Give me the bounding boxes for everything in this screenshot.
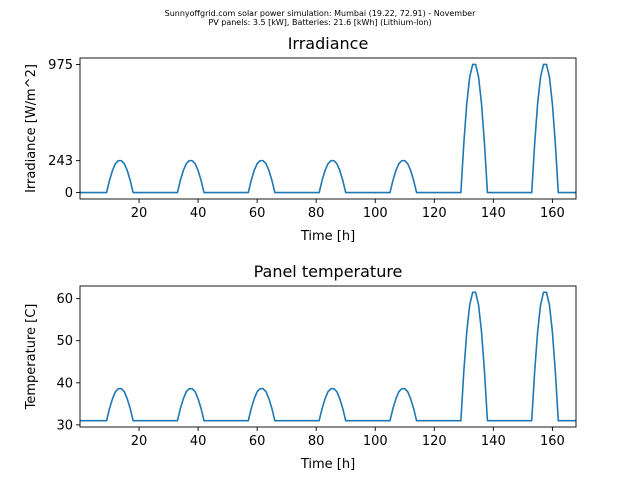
chart-1-x-tick-label: 120 (422, 206, 447, 221)
chart-1-x-tick-label: 60 (249, 206, 266, 221)
chart-1-x-tick-label: 40 (190, 206, 207, 221)
suptitle-line-2: PV panels: 3.5 [kW], Batteries: 21.6 [kW… (208, 18, 432, 27)
chart-2-x-tick-label: 160 (540, 434, 565, 449)
chart-2-x-axis-label: Time [h] (300, 457, 355, 472)
chart-2-title: Panel temperature (254, 262, 403, 281)
chart-1-x-tick-label: 160 (540, 206, 565, 221)
chart-1-x-tick-label: 20 (131, 206, 148, 221)
chart-2-x-tick-label: 20 (131, 434, 148, 449)
chart-2-y-axis-label: Temperature [C] (24, 304, 39, 411)
chart-2-series-1-line (80, 291, 576, 422)
chart-1-y-axis-label: Irradiance [W/m^2] (24, 64, 39, 193)
chart-1-x-tick-label: 80 (308, 206, 325, 221)
chart-1-x-tick-label: 100 (363, 206, 388, 221)
chart-1-y-tick-label: 975 (48, 58, 73, 73)
suptitle-line-1: Sunnyoffgrid.com solar power simulation:… (164, 9, 476, 18)
chart-1-y-tick-label: 243 (48, 154, 73, 169)
figure-suptitle: Sunnyoffgrid.com solar power simulation:… (0, 9, 640, 27)
chart-2-x-tick-label: 60 (249, 434, 266, 449)
chart-1-x-axis-label: Time [h] (300, 229, 355, 244)
chart-2-y-tick-label: 40 (56, 376, 73, 391)
chart-2-x-tick-label: 100 (363, 434, 388, 449)
chart-2-x-tick-label: 140 (481, 434, 506, 449)
chart-2-y-tick-label: 60 (56, 292, 73, 307)
chart-2-x-tick-label: 40 (190, 434, 207, 449)
chart-1-axes-frame (79, 57, 577, 200)
chart-1-y-tick-label: 0 (65, 186, 73, 201)
chart-2-y-tick-label: 50 (56, 334, 73, 349)
chart-2-y-tick-label: 30 (56, 418, 73, 433)
chart-2-x-tick-label: 120 (422, 434, 447, 449)
chart-1-series-1-line (80, 63, 576, 194)
chart-2-x-tick-label: 80 (308, 434, 325, 449)
chart-1-x-tick-label: 140 (481, 206, 506, 221)
chart-2-axes-frame (79, 285, 577, 428)
chart-1-title: Irradiance (288, 34, 369, 53)
